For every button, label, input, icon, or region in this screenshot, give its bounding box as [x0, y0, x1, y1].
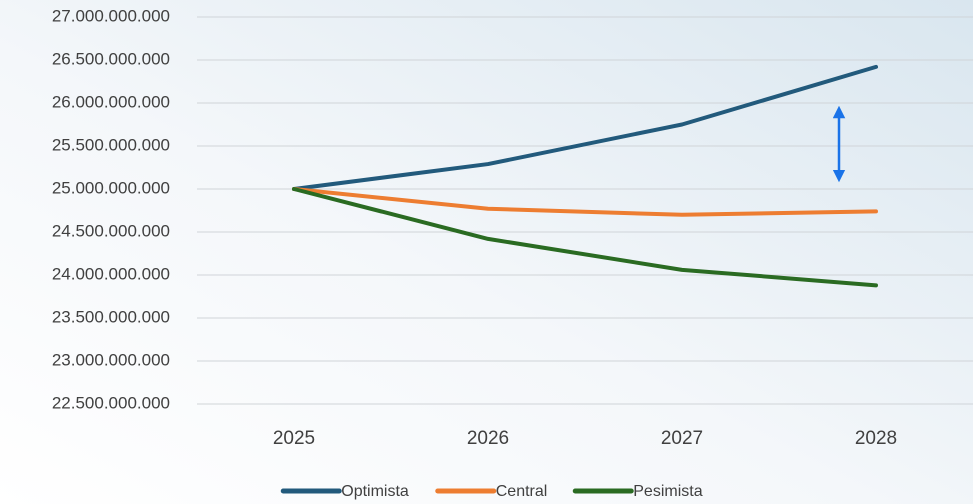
y-tick-label: 24.000.000.000 [52, 264, 170, 283]
x-tick-label: 2028 [855, 428, 897, 449]
y-tick-label: 27.000.000.000 [52, 6, 170, 25]
y-tick-label: 23.500.000.000 [52, 307, 170, 326]
y-tick-label: 23.000.000.000 [52, 350, 170, 369]
series-line [292, 187, 878, 288]
x-tick-label: 2025 [273, 428, 315, 449]
y-tick-label: 26.500.000.000 [52, 49, 170, 68]
y-tick-label: 22.500.000.000 [52, 393, 170, 412]
legend-label: Optimista [341, 483, 409, 500]
legend-label: Pesimista [633, 483, 702, 500]
x-tick-label: 2027 [661, 428, 703, 449]
legend-label: Central [496, 483, 548, 500]
y-tick-label: 26.000.000.000 [52, 92, 170, 111]
series-line [292, 187, 878, 217]
y-tick-label: 24.500.000.000 [52, 221, 170, 240]
x-tick-label: 2026 [467, 428, 509, 449]
series-line [292, 64, 878, 191]
y-tick-label: 25.500.000.000 [52, 135, 170, 154]
y-tick-label: 25.000.000.000 [52, 178, 170, 197]
